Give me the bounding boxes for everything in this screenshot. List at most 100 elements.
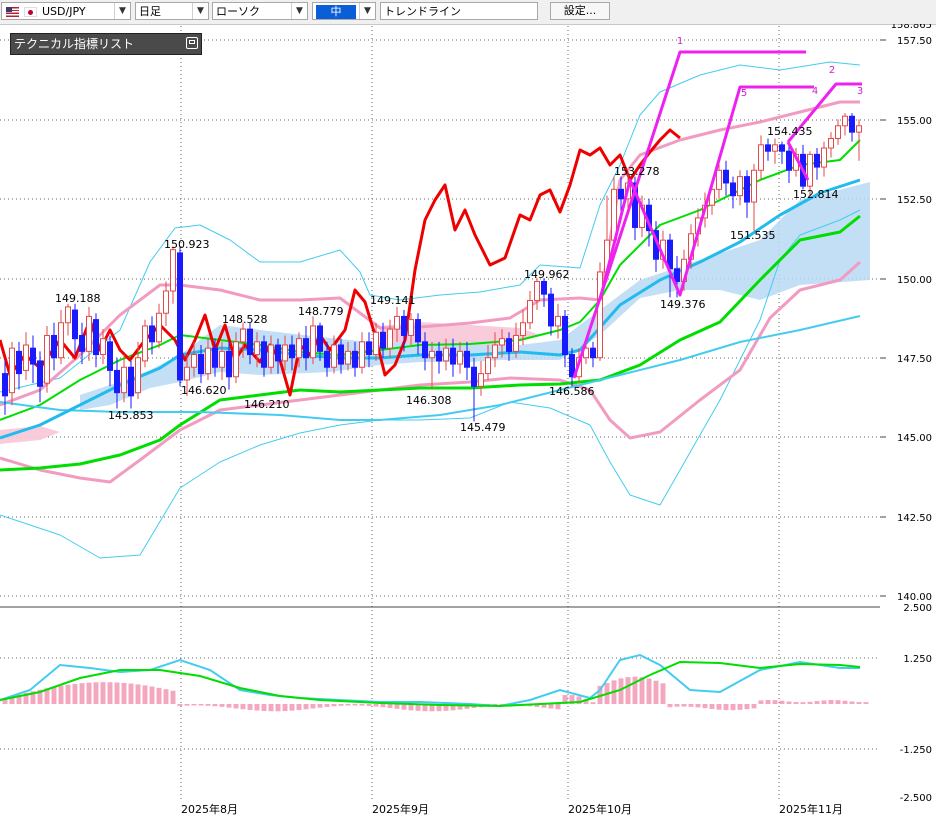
- candle-body: [51, 334, 57, 359]
- candle-body: [30, 347, 36, 365]
- currency-pair-label: USD/JPY: [42, 5, 86, 18]
- macd-histogram-bar: [534, 704, 540, 707]
- signal-line: [0, 660, 861, 708]
- price-axis: 157.50 155.00 152.50 150.00 147.50 145.00 142.…: [880, 24, 932, 603]
- chevron-down-icon: ▼: [114, 3, 130, 19]
- price-tick-label: 147.50: [897, 354, 932, 365]
- candle-body: [443, 347, 449, 362]
- candle-body: [779, 144, 785, 152]
- macd-histogram-bar: [247, 704, 253, 710]
- candle-body: [436, 350, 442, 362]
- macd-histogram-bar: [16, 694, 22, 704]
- candle-body: [233, 341, 239, 378]
- indicator-list-panel[interactable]: テクニカル指標リスト: [10, 33, 202, 55]
- candle-body: [401, 315, 407, 336]
- macd-tick-label: 2.500: [903, 603, 932, 614]
- draw-mode-select[interactable]: 中 ▼: [312, 2, 376, 20]
- candle-body: [289, 344, 295, 359]
- candle-body: [156, 312, 162, 343]
- macd-histogram-bar: [352, 704, 358, 706]
- macd-histogram-bar: [779, 700, 785, 704]
- price-annotation: 153.278: [614, 165, 660, 178]
- candle-body: [296, 338, 302, 359]
- macd-histogram-bar: [597, 685, 603, 704]
- macd-histogram-bar: [835, 700, 841, 704]
- macd-histogram-bar: [849, 701, 855, 704]
- candle-body: [114, 369, 120, 394]
- macd-histogram-bar: [296, 704, 302, 711]
- draw-tool-field[interactable]: トレンドライン: [380, 2, 538, 20]
- macd-histogram-bar: [254, 704, 260, 711]
- macd-histogram-bar: [331, 704, 337, 707]
- candle-body: [499, 338, 505, 346]
- price-annotation: 146.210: [244, 398, 290, 411]
- candle-body: [744, 176, 750, 203]
- candle-body: [464, 350, 470, 368]
- macd-histogram-bar: [23, 692, 29, 704]
- restore-icon[interactable]: [186, 37, 198, 49]
- macd-histogram-bar: [653, 680, 659, 704]
- macd-histogram-bar: [702, 704, 708, 709]
- candle-body: [730, 182, 736, 197]
- candle-body: [37, 360, 43, 387]
- date-tick-label: 2025年9月: [372, 802, 429, 816]
- macd-histogram-bar: [814, 701, 820, 704]
- indicator-lines: [0, 61, 862, 559]
- bollinger-upper-1: [0, 100, 860, 407]
- candle-body: [737, 176, 743, 197]
- candle-body: [72, 309, 78, 340]
- candle-body: [520, 322, 526, 336]
- macd-histogram-bar: [72, 683, 78, 704]
- price-tick-label: 150.00: [897, 275, 932, 286]
- currency-pair-select[interactable]: USD/JPY ▼: [1, 2, 131, 20]
- price-tick-label: 152.50: [897, 195, 932, 206]
- chart-area[interactable]: 1 2 3 4 5 150.923 149.188 148.528 148.779 149.14…: [0, 24, 936, 820]
- price-annotation: 152.814: [793, 188, 839, 201]
- price-annotation: 150.923: [164, 238, 210, 251]
- timeframe-select[interactable]: 日足 ▼: [135, 2, 209, 20]
- candle-body: [149, 325, 155, 343]
- candle-body: [716, 169, 722, 190]
- candle-body: [562, 315, 568, 356]
- macd-histogram-bar: [100, 682, 106, 704]
- candle-body: [597, 271, 603, 359]
- candle-body: [786, 150, 792, 171]
- macd-histogram-bar: [695, 704, 701, 708]
- price-annotation: 148.528: [222, 313, 268, 326]
- candle-body: [128, 366, 134, 397]
- macd-histogram-bar: [205, 704, 211, 706]
- macd-histogram-bar: [275, 704, 281, 712]
- candle-body: [359, 341, 365, 368]
- macd-histogram-bar: [30, 691, 36, 704]
- candle-body: [849, 115, 855, 133]
- macd-histogram-bar: [457, 704, 463, 710]
- candle-body: [555, 315, 561, 327]
- chart-grid: [0, 26, 880, 800]
- macd-histogram-bar: [821, 700, 827, 704]
- macd-histogram-bar: [212, 704, 218, 707]
- candle-body: [618, 188, 624, 200]
- macd-tick-label: -1.250: [900, 745, 932, 756]
- macd-histogram-bar: [79, 683, 85, 704]
- trendline-label: 3: [857, 86, 863, 97]
- macd-histogram-bar: [86, 682, 92, 704]
- trendline-1: [572, 50, 806, 379]
- price-annotation: 149.962: [524, 268, 570, 281]
- candle-body: [170, 249, 176, 292]
- macd-histogram-bar: [338, 704, 344, 706]
- macd-histogram-bar: [107, 682, 113, 704]
- candle-body: [93, 319, 99, 356]
- candle-body: [835, 125, 841, 139]
- candle-body: [527, 300, 533, 324]
- macd-histogram-bar: [387, 704, 393, 709]
- settings-button[interactable]: 設定...: [550, 2, 610, 20]
- macd-histogram-bar: [590, 702, 596, 704]
- candle-body: [86, 315, 92, 352]
- candle-body: [534, 280, 540, 302]
- candle-body: [317, 325, 323, 352]
- macd-histogram-bar: [2, 697, 8, 704]
- macd-histogram-bar: [667, 704, 673, 708]
- macd-histogram-bar: [359, 704, 365, 706]
- candle-body: [338, 344, 344, 365]
- chart-style-select[interactable]: ローソク ▼: [212, 2, 308, 20]
